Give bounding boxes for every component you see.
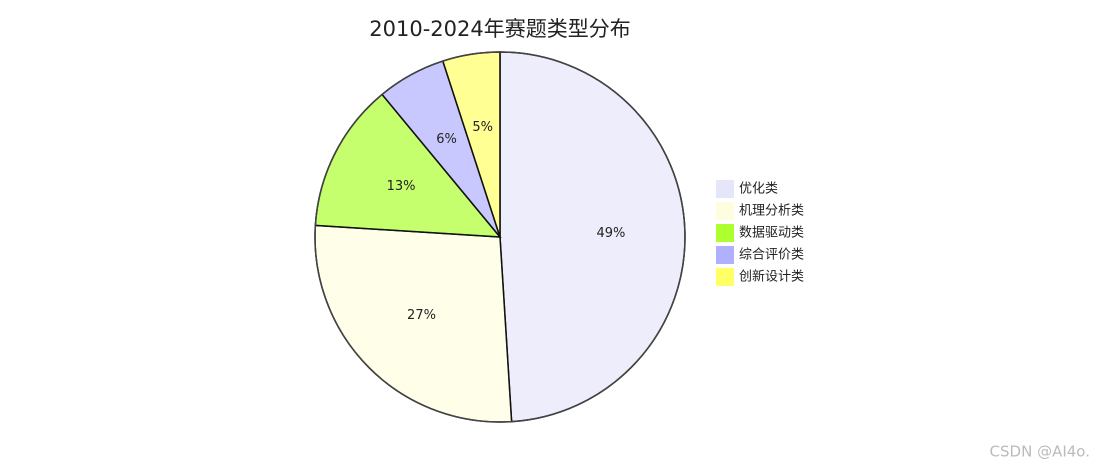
legend-swatch [716, 268, 734, 286]
legend-label: 综合评价类 [739, 248, 804, 263]
legend-swatch [716, 202, 734, 220]
slice-label: 6% [436, 132, 457, 147]
pie-slice [314, 224, 513, 423]
legend-label: 优化类 [739, 182, 778, 197]
chart-title: 2010-2024年赛题类型分布 [369, 17, 630, 41]
slice-label: 49% [596, 226, 625, 241]
pie-outline [314, 51, 686, 423]
pie-slice [499, 51, 686, 423]
slice-label: 5% [472, 120, 493, 135]
slice-label: 13% [387, 179, 416, 194]
legend-swatch [716, 224, 734, 242]
legend-label: 机理分析类 [739, 204, 804, 219]
slice-label: 27% [407, 308, 436, 323]
legend-swatch [716, 246, 734, 264]
legend-label: 数据驱动类 [739, 226, 804, 241]
legend-label: 创新设计类 [739, 269, 804, 285]
watermark: CSDN @AI4o. [990, 443, 1090, 461]
legend-swatch [716, 180, 734, 198]
